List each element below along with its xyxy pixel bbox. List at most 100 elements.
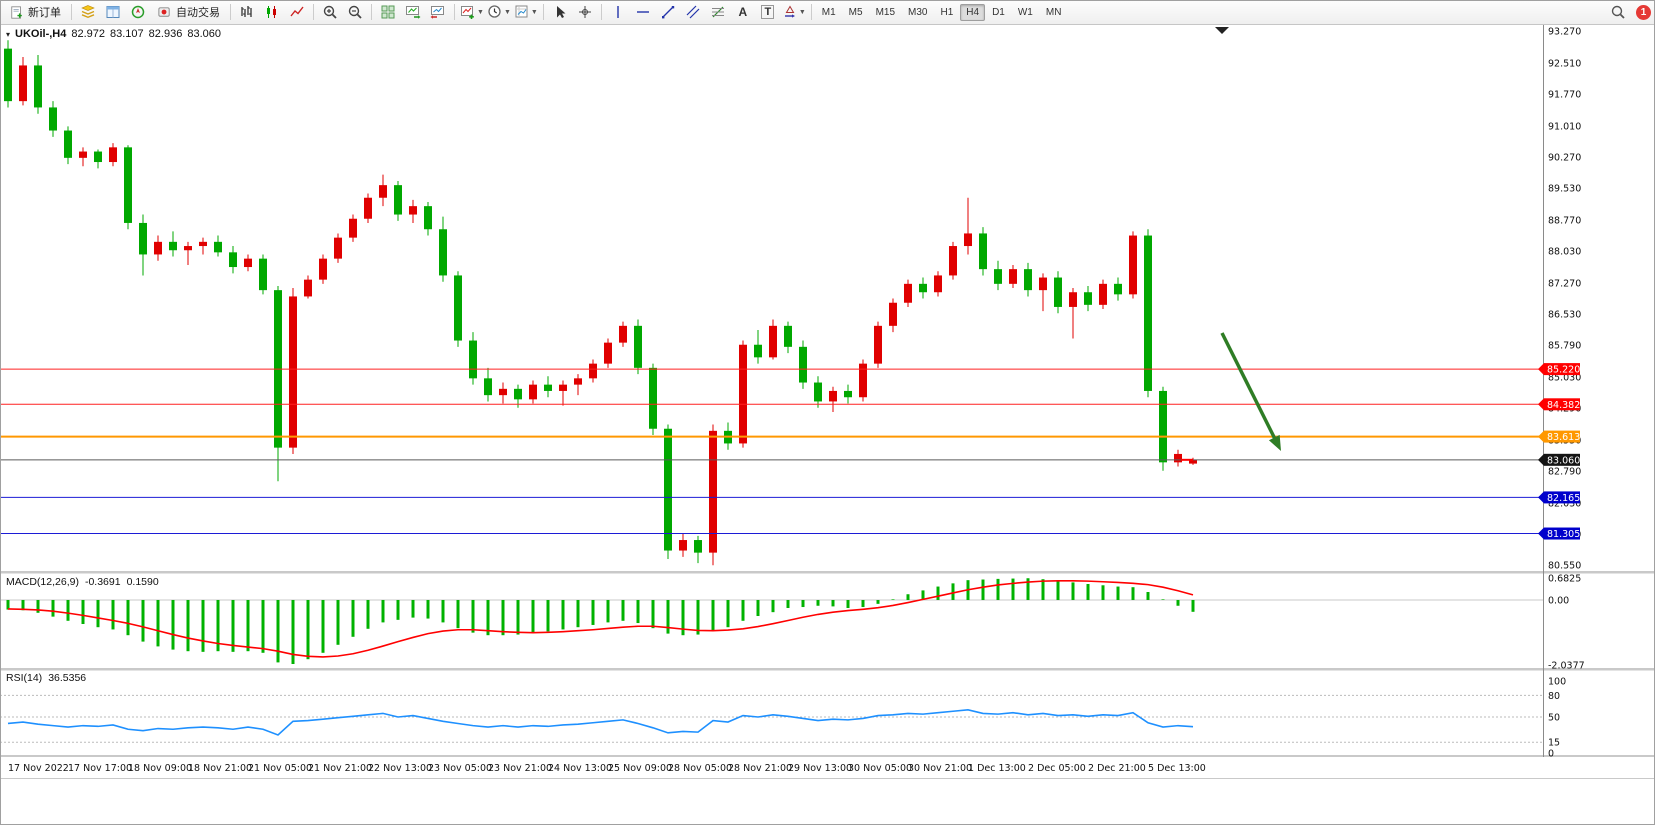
- autotrading-icon: [157, 5, 172, 20]
- timeframe-mn-button[interactable]: MN: [1045, 6, 1062, 18]
- svg-text:90.270: 90.270: [1548, 153, 1581, 164]
- svg-text:0.00: 0.00: [1548, 596, 1569, 607]
- chart-close: 83.060: [187, 28, 221, 40]
- tile-windows-button[interactable]: [376, 1, 400, 23]
- navigator-button[interactable]: [126, 1, 150, 23]
- svg-text:15: 15: [1548, 738, 1560, 749]
- text-label-tool-button[interactable]: T: [756, 1, 780, 23]
- auto-scroll-button[interactable]: [401, 1, 425, 23]
- rsi-panel[interactable]: [0, 670, 1543, 755]
- chart-shift-icon: [430, 4, 446, 20]
- text-tool-icon: A: [738, 5, 748, 19]
- svg-text:92.510: 92.510: [1548, 58, 1581, 69]
- market-watch-button[interactable]: [76, 1, 100, 23]
- svg-text:18 Nov 09:00: 18 Nov 09:00: [128, 763, 192, 774]
- line-chart-button[interactable]: [285, 1, 309, 23]
- trendline-icon: [660, 4, 676, 20]
- periods-icon: [487, 4, 503, 20]
- timeframe-m5-button[interactable]: M5: [848, 6, 863, 18]
- svg-text:0.6825: 0.6825: [1548, 574, 1581, 585]
- macd-signal-value: 0.1590: [126, 576, 159, 588]
- svg-text:80: 80: [1548, 691, 1560, 702]
- channel-tool-button[interactable]: [681, 1, 705, 23]
- indicators-icon: [460, 4, 476, 20]
- zoom-in-button[interactable]: [318, 1, 342, 23]
- separator: [454, 4, 455, 20]
- templates-button[interactable]: ▼: [513, 1, 539, 23]
- auto-scroll-icon: [405, 4, 421, 20]
- timeframe-m15-button[interactable]: M15: [875, 6, 896, 18]
- channel-icon: [685, 4, 701, 20]
- new-order-button[interactable]: 新订单: [4, 1, 67, 23]
- svg-text:86.530: 86.530: [1548, 310, 1581, 321]
- price-chart-canvas[interactable]: [0, 25, 1543, 571]
- vertical-line-icon: [610, 4, 626, 20]
- search-icon: [1610, 4, 1626, 20]
- svg-text:50: 50: [1548, 713, 1560, 724]
- svg-text:100: 100: [1548, 677, 1566, 688]
- indicators-button[interactable]: ▼: [459, 1, 485, 23]
- zoom-out-button[interactable]: [343, 1, 367, 23]
- macd-value: -0.3691: [84, 576, 121, 588]
- svg-text:22 Nov 13:00: 22 Nov 13:00: [368, 763, 432, 774]
- chevron-down-icon: ▼: [798, 8, 806, 16]
- chart-title: ▾ UKOil-,H4 82.972 83.107 82.936 83.060: [6, 28, 221, 40]
- shapes-icon: [782, 4, 798, 20]
- timeframe-m1-button[interactable]: M1: [821, 6, 836, 18]
- timeframe-h1-button[interactable]: H1: [940, 6, 954, 18]
- svg-text:17 Nov 2022: 17 Nov 2022: [8, 763, 69, 774]
- separator: [313, 4, 314, 20]
- tile-windows-icon: [380, 4, 396, 20]
- svg-text:5 Dec 13:00: 5 Dec 13:00: [1148, 763, 1206, 774]
- separator: [542, 4, 544, 20]
- fibonacci-icon: [710, 4, 726, 20]
- svg-text:28 Nov 21:00: 28 Nov 21:00: [728, 763, 792, 774]
- time-axis[interactable]: [0, 757, 1543, 779]
- macd-panel[interactable]: [0, 573, 1543, 668]
- svg-text:0: 0: [1548, 749, 1554, 760]
- svg-text:18 Nov 21:00: 18 Nov 21:00: [188, 763, 252, 774]
- crosshair-button[interactable]: [573, 1, 597, 23]
- data-window-button[interactable]: [101, 1, 125, 23]
- rsi-name: RSI(14): [6, 672, 43, 684]
- new-order-label: 新订单: [28, 7, 61, 19]
- notification-badge[interactable]: 1: [1636, 4, 1651, 20]
- svg-text:85.220: 85.220: [1547, 365, 1580, 376]
- cursor-button[interactable]: [548, 1, 572, 23]
- bar-chart-button[interactable]: [235, 1, 259, 23]
- svg-text:88.770: 88.770: [1548, 216, 1581, 227]
- symbol-dropdown-icon[interactable]: ▾: [6, 29, 11, 39]
- fibonacci-tool-button[interactable]: [706, 1, 730, 23]
- search-button[interactable]: [1606, 1, 1630, 23]
- svg-text:87.270: 87.270: [1548, 279, 1581, 290]
- separator: [71, 4, 72, 20]
- timeframe-w1-button[interactable]: W1: [1017, 6, 1033, 18]
- autotrading-button[interactable]: 自动交易: [151, 1, 226, 23]
- chart-high: 83.107: [110, 28, 144, 40]
- svg-text:84.382: 84.382: [1547, 400, 1580, 411]
- text-tool-button[interactable]: A: [731, 1, 755, 23]
- price-axis[interactable]: [1543, 25, 1655, 757]
- svg-text:21 Nov 05:00: 21 Nov 05:00: [248, 763, 312, 774]
- chevron-down-icon: ▼: [503, 8, 511, 16]
- shapes-tool-button[interactable]: ▼: [781, 1, 807, 23]
- svg-text:29 Nov 13:00: 29 Nov 13:00: [788, 763, 852, 774]
- timeframe-h4-button[interactable]: H4: [960, 3, 986, 21]
- timeframe-d1-button[interactable]: D1: [992, 6, 1005, 18]
- separator: [230, 4, 231, 20]
- svg-text:91.770: 91.770: [1548, 90, 1581, 101]
- vertical-line-tool-button[interactable]: [606, 1, 630, 23]
- trendline-tool-button[interactable]: [656, 1, 680, 23]
- zoom-out-icon: [347, 4, 363, 20]
- timeframe-m30-button[interactable]: M30: [908, 6, 928, 18]
- chart-shift-button[interactable]: [426, 1, 450, 23]
- toolbar: 新订单 自动交易 ▼ ▼ ▼ A T ▼ M1 M5 M15 M30 H1 H4…: [0, 0, 1655, 25]
- macd-name: MACD(12,26,9): [6, 576, 79, 588]
- candlestick-chart-button[interactable]: [260, 1, 284, 23]
- separator: [810, 4, 812, 20]
- svg-text:23 Nov 05:00: 23 Nov 05:00: [428, 763, 492, 774]
- svg-text:85.790: 85.790: [1548, 341, 1581, 352]
- periods-button[interactable]: ▼: [486, 1, 512, 23]
- horizontal-line-tool-button[interactable]: [631, 1, 655, 23]
- svg-text:83.613: 83.613: [1547, 432, 1580, 443]
